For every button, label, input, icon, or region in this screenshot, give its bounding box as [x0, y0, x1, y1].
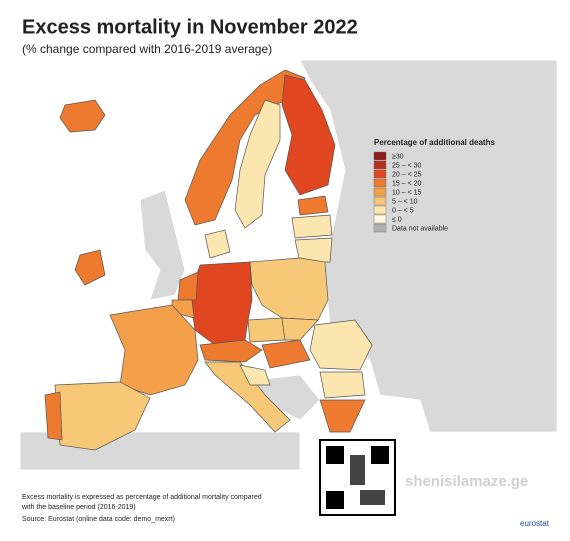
- legend-swatch: [373, 214, 387, 224]
- legend-label: 5 – < 10: [392, 198, 418, 205]
- logo: eurostat: [520, 519, 550, 528]
- note: Excess mortality is expressed as percent…: [22, 494, 262, 501]
- legend-swatch: [373, 223, 387, 233]
- legend-label: 25 – < 30: [392, 162, 421, 169]
- legend-swatch: [373, 151, 387, 161]
- legend-label: ≤ 0: [392, 216, 402, 223]
- legend-swatch: [373, 178, 387, 188]
- legend-swatch: [373, 169, 387, 179]
- legend-title: Percentage of additional deaths: [374, 138, 495, 147]
- watermark-text: shenisilamaze.ge: [405, 473, 528, 490]
- legend-swatch: [373, 205, 387, 215]
- map: [19, 59, 558, 471]
- note: with the baseline period (2016-2019): [21, 504, 136, 511]
- legend-label: 10 – < 15: [392, 189, 421, 196]
- legend-label: ≥30: [392, 153, 404, 160]
- legend-swatch: [373, 160, 387, 170]
- legend-label: 15 – < 20: [392, 180, 421, 187]
- legend-label: 20 – < 25: [392, 171, 421, 178]
- legend-swatch: [373, 196, 387, 206]
- legend: Percentage of additional deaths ≥30 25 – …: [373, 138, 495, 233]
- title: Excess mortality in November 2022: [22, 16, 358, 38]
- legend-swatch: [373, 187, 387, 197]
- watermark: shenisilamaze.ge: [319, 439, 528, 516]
- legend-label: 0 – < 5: [392, 207, 414, 214]
- subtitle: (% change compared with 2016-2019 averag…: [22, 42, 272, 56]
- source: Source: Eurostat (online data code: demo…: [22, 516, 175, 523]
- legend-label: Data not available: [392, 225, 448, 232]
